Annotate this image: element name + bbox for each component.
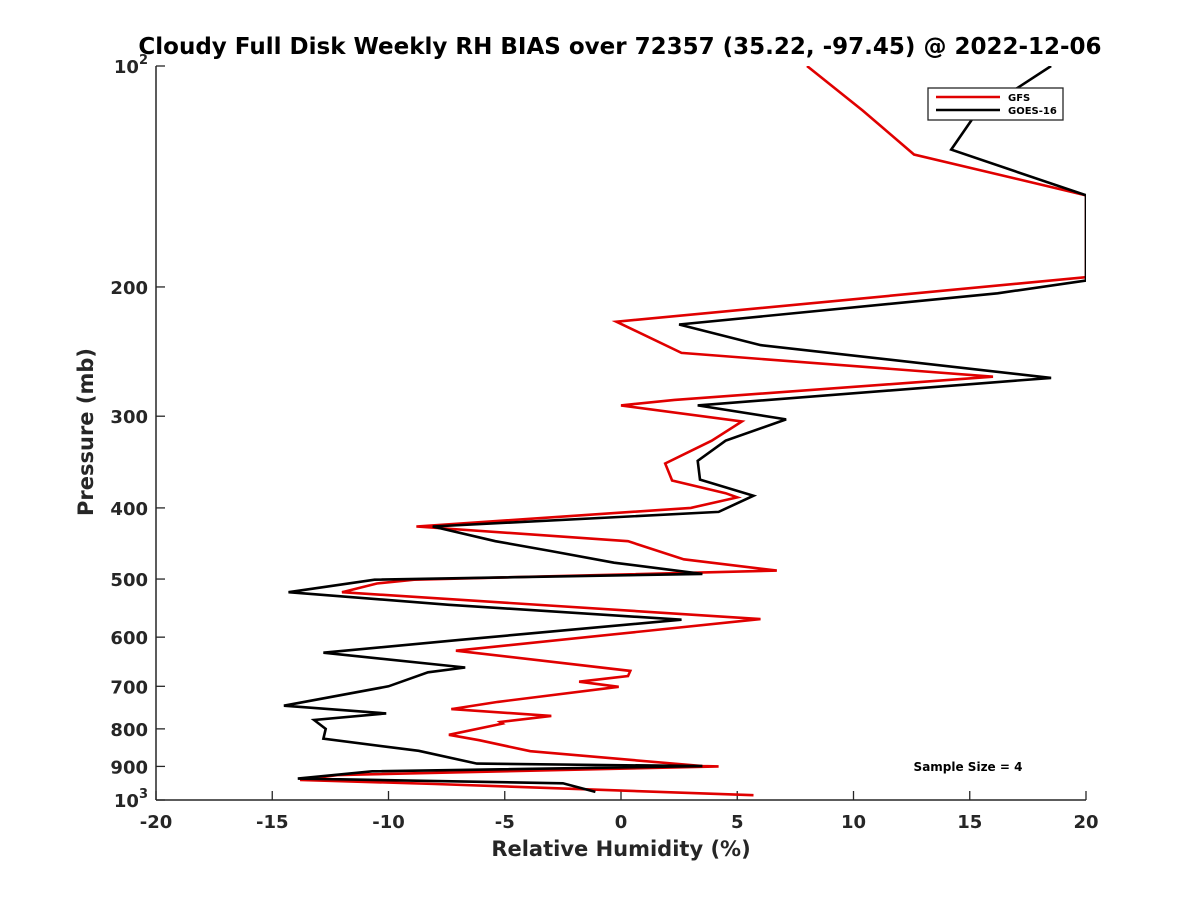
- x-tick-label: -5: [495, 812, 515, 833]
- axes: [155, 66, 1086, 801]
- series-line-goes-16: [283, 66, 1086, 794]
- x-tick-label: 15: [957, 812, 982, 833]
- y-tick-label: 400: [110, 499, 148, 520]
- y-tick-label: 500: [110, 570, 148, 591]
- y-tick-label: 900: [110, 757, 148, 778]
- y-tick-label: 600: [110, 628, 148, 649]
- x-tick-label: -15: [256, 812, 289, 833]
- x-tick-label: 10: [841, 812, 866, 833]
- chart-title: Cloudy Full Disk Weekly RH BIAS over 723…: [138, 34, 1101, 60]
- x-axis-ticks: -20 -15 -10 -5 0 5 10 15 20: [140, 791, 1099, 833]
- y-tick-label: 700: [110, 677, 148, 698]
- series-line-gfs: [299, 66, 1086, 797]
- x-axis-label: Relative Humidity (%): [491, 837, 750, 861]
- x-tick-label: 0: [615, 812, 628, 833]
- y-tick-label: 102: [114, 53, 148, 78]
- y-tick-label: 103: [114, 787, 148, 812]
- legend-label: GFS: [1008, 93, 1030, 104]
- sample-size-annotation: Sample Size = 4: [914, 760, 1023, 774]
- y-tick-label: 200: [110, 278, 148, 299]
- y-axis-label: Pressure (mb): [74, 348, 98, 516]
- series-layer: [283, 66, 1086, 797]
- x-tick-label: -20: [140, 812, 173, 833]
- x-tick-label: 5: [731, 812, 744, 833]
- x-tick-label: 20: [1073, 812, 1098, 833]
- legend-box: [927, 87, 1064, 121]
- y-tick-label: 800: [110, 720, 148, 741]
- legend: GFS GOES-16: [927, 87, 1064, 121]
- x-tick-label: -10: [372, 812, 405, 833]
- legend-label: GOES-16: [1008, 106, 1057, 117]
- y-axis-ticks: 102 200 300 400 500 600 700 800 900 103: [110, 53, 165, 812]
- y-tick-label: 300: [110, 407, 148, 428]
